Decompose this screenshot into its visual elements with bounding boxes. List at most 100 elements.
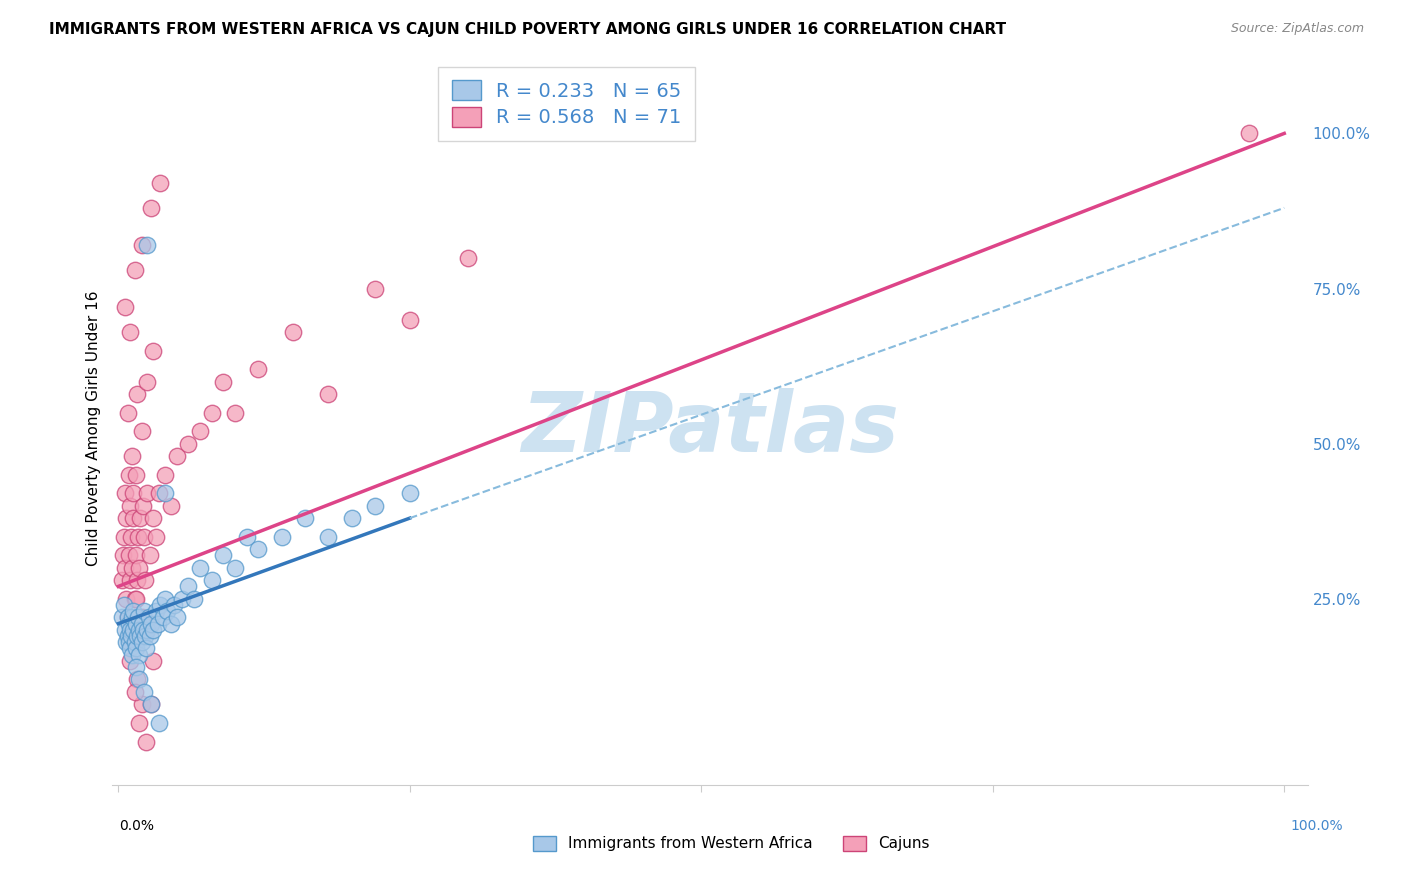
Point [125, 467, 148, 482]
Point [139, 629, 162, 643]
Point [125, 616, 148, 631]
Point [112, 530, 135, 544]
Point [132, 623, 155, 637]
Point [121, 561, 143, 575]
Point [118, 641, 141, 656]
Point [132, 623, 155, 637]
Point [148, 486, 170, 500]
Point [136, 486, 159, 500]
Point [149, 176, 172, 190]
Point [118, 325, 141, 339]
Point [316, 387, 339, 401]
Point [111, 610, 134, 624]
Point [132, 685, 155, 699]
Point [117, 610, 139, 624]
Point [138, 610, 160, 624]
Point [200, 406, 222, 420]
Point [111, 573, 134, 587]
Point [1239, 127, 1261, 141]
Point [283, 325, 305, 339]
Legend: R = 0.233   N = 65, R = 0.568   N = 71: R = 0.233 N = 65, R = 0.568 N = 71 [439, 67, 695, 141]
Point [121, 635, 143, 649]
Point [117, 610, 139, 624]
Point [142, 343, 165, 358]
Point [142, 654, 165, 668]
Point [118, 635, 141, 649]
Point [247, 542, 270, 557]
Point [132, 530, 155, 544]
Point [364, 281, 387, 295]
Point [131, 238, 153, 252]
Point [131, 698, 153, 712]
Point [129, 511, 152, 525]
Point [139, 616, 162, 631]
Text: IMMIGRANTS FROM WESTERN AFRICA VS CAJUN CHILD POVERTY AMONG GIRLS UNDER 16 CORRE: IMMIGRANTS FROM WESTERN AFRICA VS CAJUN … [49, 22, 1007, 37]
Point [188, 424, 211, 438]
Point [131, 635, 153, 649]
Point [139, 201, 162, 215]
Point [145, 530, 167, 544]
Point [122, 623, 145, 637]
Point [200, 573, 222, 587]
Point [136, 238, 159, 252]
Point [166, 610, 188, 624]
Text: 100.0%: 100.0% [1291, 819, 1343, 832]
Point [156, 604, 179, 618]
Point [457, 251, 479, 265]
Point [139, 549, 162, 563]
Point [153, 591, 176, 606]
Point [149, 598, 172, 612]
Point [235, 530, 257, 544]
Point [115, 635, 138, 649]
Point [125, 641, 148, 656]
Point [247, 362, 270, 376]
Point [111, 549, 134, 563]
Y-axis label: Child Poverty Among Girls Under 16: Child Poverty Among Girls Under 16 [86, 291, 101, 566]
Point [124, 685, 146, 699]
Point [177, 436, 200, 450]
Point [117, 406, 139, 420]
Point [121, 449, 143, 463]
Point [135, 734, 157, 748]
Point [153, 486, 176, 500]
Point [118, 499, 141, 513]
Point [294, 511, 316, 525]
Point [212, 549, 235, 563]
Point [118, 467, 141, 482]
Point [125, 673, 148, 687]
Point [120, 629, 142, 643]
Point [124, 263, 146, 277]
Point [172, 591, 194, 606]
Point [122, 511, 145, 525]
Point [316, 530, 339, 544]
Point [118, 616, 141, 631]
Point [177, 579, 200, 593]
Point [188, 561, 211, 575]
Point [132, 604, 155, 618]
Point [131, 610, 153, 624]
Point [128, 673, 150, 687]
Legend: Immigrants from Western Africa, Cajuns: Immigrants from Western Africa, Cajuns [526, 830, 936, 857]
Point [125, 387, 148, 401]
Point [114, 623, 136, 637]
Point [118, 549, 141, 563]
Point [139, 698, 162, 712]
Point [128, 648, 150, 662]
Point [128, 623, 150, 637]
Point [124, 591, 146, 606]
Point [114, 561, 136, 575]
Point [183, 591, 205, 606]
Point [118, 623, 141, 637]
Point [114, 300, 136, 314]
Point [125, 591, 148, 606]
Point [153, 467, 176, 482]
Point [128, 715, 150, 730]
Point [212, 375, 235, 389]
Point [122, 486, 145, 500]
Point [136, 375, 159, 389]
Point [224, 561, 246, 575]
Point [134, 629, 156, 643]
Point [115, 591, 138, 606]
Point [132, 499, 155, 513]
Point [127, 530, 149, 544]
